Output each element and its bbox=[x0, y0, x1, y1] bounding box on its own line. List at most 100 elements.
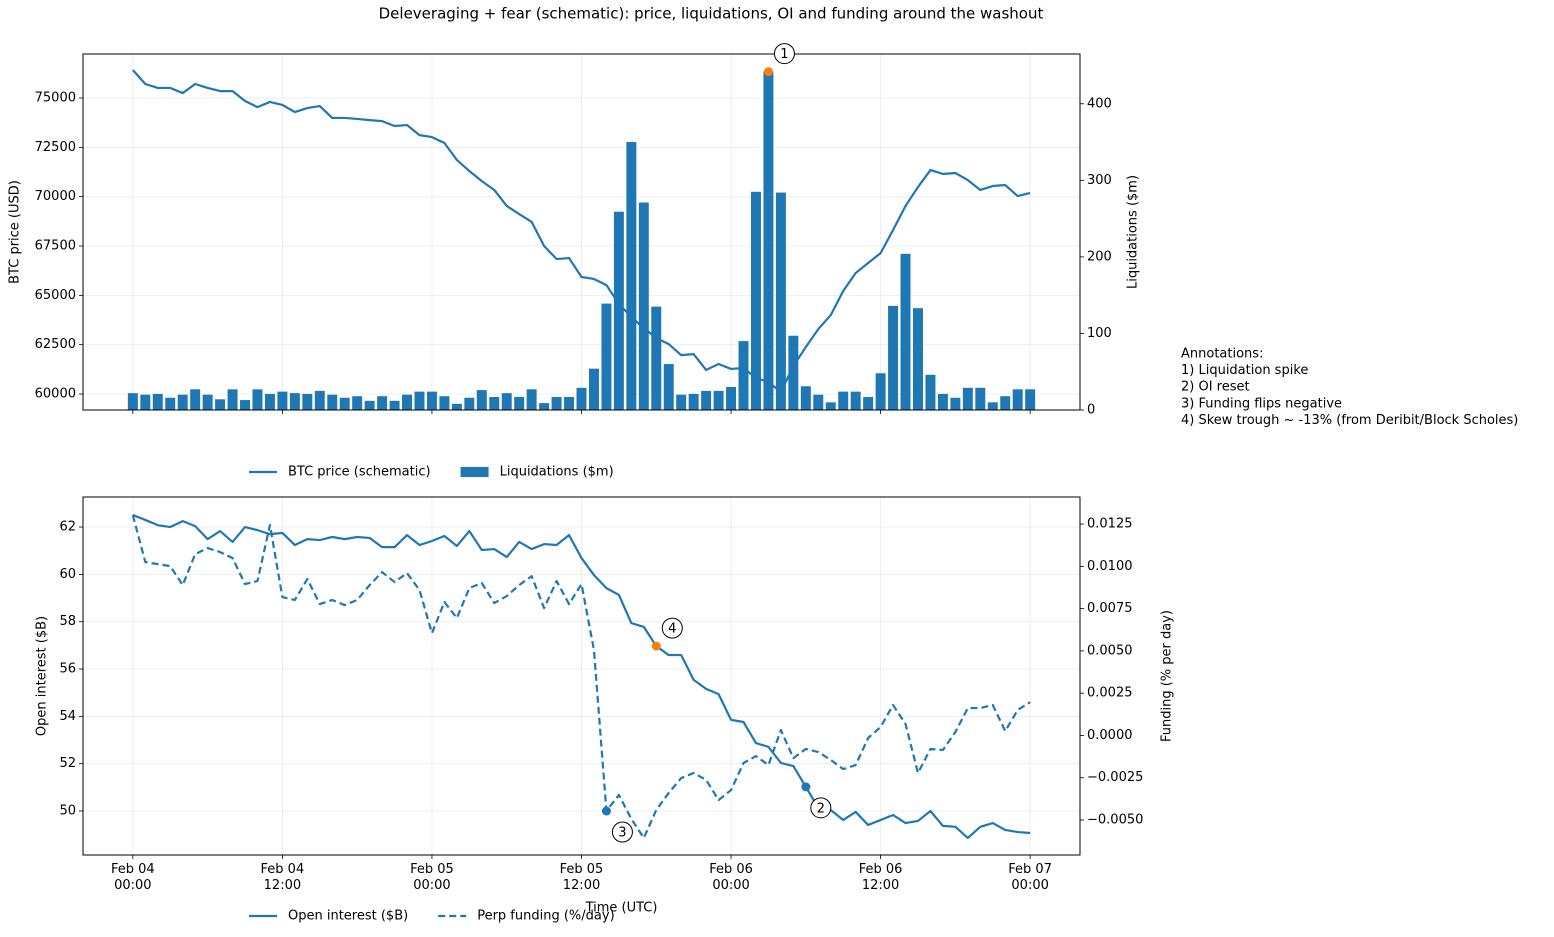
bar bbox=[289, 393, 300, 410]
bar bbox=[813, 394, 824, 410]
notes-title: Annotations: bbox=[1181, 347, 1263, 362]
bar bbox=[726, 387, 737, 410]
y2-tick-label: 200 bbox=[1087, 249, 1112, 264]
annotation-badge bbox=[661, 617, 683, 639]
bar bbox=[227, 389, 238, 410]
bar bbox=[190, 389, 201, 410]
bar bbox=[825, 402, 836, 410]
bar bbox=[638, 202, 649, 410]
bar bbox=[327, 394, 338, 410]
bar bbox=[464, 397, 475, 410]
bar bbox=[501, 393, 512, 410]
notes-line: 3) Funding flips negative bbox=[1181, 396, 1342, 411]
bar bbox=[701, 390, 712, 410]
annotation-label: 3 bbox=[618, 826, 626, 841]
annotation-point bbox=[601, 806, 611, 816]
annotation-badge bbox=[810, 797, 832, 819]
bar bbox=[838, 391, 849, 410]
bar bbox=[202, 394, 213, 410]
bar bbox=[875, 373, 886, 410]
y-axis-label: BTC price (USD) bbox=[8, 180, 23, 284]
bar bbox=[601, 303, 612, 410]
x-tick-label: Feb 04 00:00 bbox=[110, 862, 155, 893]
bar bbox=[913, 308, 923, 410]
bar bbox=[152, 393, 163, 410]
bar bbox=[352, 396, 363, 410]
y2-tick-label: 0.0075 bbox=[1087, 601, 1133, 616]
bar bbox=[850, 391, 861, 410]
x-tick-label: Feb 05 00:00 bbox=[410, 862, 454, 893]
bar bbox=[414, 391, 425, 410]
y-tick-label: 54 bbox=[59, 709, 76, 724]
y2-tick-label: −0.0050 bbox=[1087, 812, 1143, 827]
y-tick-label: 56 bbox=[59, 662, 76, 677]
bar bbox=[339, 397, 350, 410]
x-axis-label: Time (UTC) bbox=[585, 901, 658, 916]
annotation-label: 4 bbox=[668, 622, 676, 637]
legend-label: Open interest ($B) bbox=[288, 909, 408, 924]
bar bbox=[1000, 396, 1011, 410]
y-tick-label: 58 bbox=[59, 614, 76, 629]
y2-axis-label: Funding (% per day) bbox=[1160, 610, 1175, 742]
line bbox=[132, 513, 1031, 840]
y-tick-label: 60000 bbox=[35, 387, 76, 402]
notes-line: 4) Skew trough ~ -13% (from Deribit/Bloc… bbox=[1181, 413, 1518, 428]
bar bbox=[888, 305, 899, 410]
y2-tick-label: 100 bbox=[1087, 326, 1112, 341]
y-tick-label: 60 bbox=[59, 567, 76, 582]
bar bbox=[750, 191, 761, 410]
bar bbox=[962, 387, 973, 410]
bar bbox=[426, 391, 437, 410]
line bbox=[132, 69, 1031, 394]
plot-frame bbox=[82, 53, 1081, 411]
bar bbox=[489, 396, 500, 410]
y-tick-label: 62 bbox=[59, 520, 76, 535]
bar bbox=[588, 368, 599, 410]
annotation-badge bbox=[611, 821, 633, 843]
bar bbox=[302, 393, 313, 410]
y2-tick-label: 0.0050 bbox=[1087, 643, 1133, 658]
legend-label: Perp funding (%/day) bbox=[477, 909, 614, 924]
bar bbox=[165, 397, 176, 410]
bar bbox=[377, 396, 388, 410]
y2-tick-label: 300 bbox=[1087, 173, 1112, 188]
y-tick-label: 65000 bbox=[35, 288, 76, 303]
x-tick-label: Feb 07 00:00 bbox=[1008, 862, 1052, 893]
annotation-point bbox=[801, 782, 811, 792]
legend-swatch bbox=[460, 467, 489, 477]
bar bbox=[925, 374, 936, 410]
bar bbox=[277, 391, 288, 410]
bar bbox=[651, 306, 662, 410]
bar bbox=[140, 394, 151, 410]
bar bbox=[514, 396, 525, 410]
bar bbox=[626, 142, 637, 410]
plot-frame bbox=[82, 496, 1081, 856]
bar bbox=[775, 192, 786, 410]
line bbox=[131, 514, 1031, 840]
annotation-badge bbox=[773, 43, 795, 65]
bar bbox=[863, 396, 874, 410]
bar bbox=[564, 396, 575, 410]
chart-title: Deleveraging + fear (schematic): price, … bbox=[379, 5, 1044, 23]
x-tick-label: Feb 04 12:00 bbox=[260, 862, 305, 893]
y2-tick-label: 0.0025 bbox=[1087, 686, 1133, 701]
annotation-point bbox=[651, 641, 661, 651]
bar bbox=[451, 403, 462, 410]
bar bbox=[713, 390, 724, 410]
y2-tick-label: 0.0125 bbox=[1087, 517, 1133, 532]
legend-label: BTC price (schematic) bbox=[288, 465, 431, 480]
bar bbox=[476, 390, 487, 410]
bar bbox=[439, 396, 450, 410]
bar bbox=[526, 389, 537, 410]
bar bbox=[240, 400, 250, 410]
bar bbox=[1025, 389, 1036, 410]
annotation-label: 2 bbox=[817, 801, 825, 816]
bar bbox=[900, 253, 911, 410]
y-tick-label: 52 bbox=[59, 756, 76, 771]
bar bbox=[551, 396, 562, 410]
y2-tick-label: 0 bbox=[1087, 403, 1095, 418]
bar bbox=[950, 397, 961, 410]
bar bbox=[364, 400, 375, 410]
